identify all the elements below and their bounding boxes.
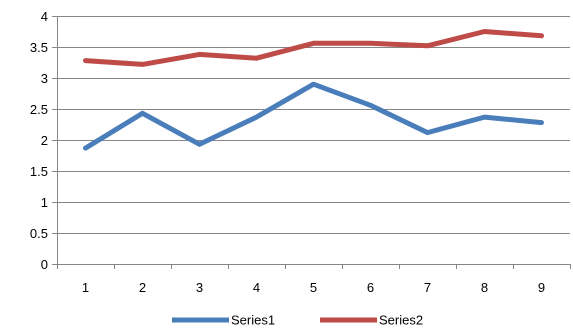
y-tick-label: 0 <box>41 257 48 272</box>
y-tick-label: 1.5 <box>30 164 48 179</box>
legend: Series1 Series2 <box>172 313 423 328</box>
y-tick-label: 3.5 <box>30 40 48 55</box>
y-tick-label: 1 <box>41 195 48 210</box>
x-tick-label: 4 <box>253 280 260 295</box>
x-axis-tick-labels: 1 2 3 4 5 6 7 8 9 <box>82 280 545 295</box>
y-tick-label: 4 <box>41 9 48 24</box>
axes <box>52 16 571 269</box>
x-tick-label: 2 <box>139 280 146 295</box>
y-tick-label: 2 <box>41 133 48 148</box>
x-tick-label: 5 <box>310 280 317 295</box>
x-tick-label: 6 <box>367 280 374 295</box>
series-line-2 <box>83 29 544 67</box>
series-line-1 <box>83 81 544 151</box>
series-lines <box>83 29 544 151</box>
y-tick-label: 0.5 <box>30 226 48 241</box>
y-tick-label: 2.5 <box>30 102 48 117</box>
gridlines <box>57 16 570 234</box>
x-tick-label: 7 <box>424 280 431 295</box>
x-tick-label: 3 <box>196 280 203 295</box>
x-tick-label: 9 <box>538 280 545 295</box>
y-tick-label: 3 <box>41 71 48 86</box>
y-axis-tick-labels: 0 0.5 1 1.5 2 2.5 3 3.5 4 <box>30 9 48 272</box>
x-tick-label: 1 <box>82 280 89 295</box>
legend-label-1: Series1 <box>231 313 275 328</box>
x-tick-label: 8 <box>481 280 488 295</box>
legend-label-2: Series2 <box>379 313 423 328</box>
